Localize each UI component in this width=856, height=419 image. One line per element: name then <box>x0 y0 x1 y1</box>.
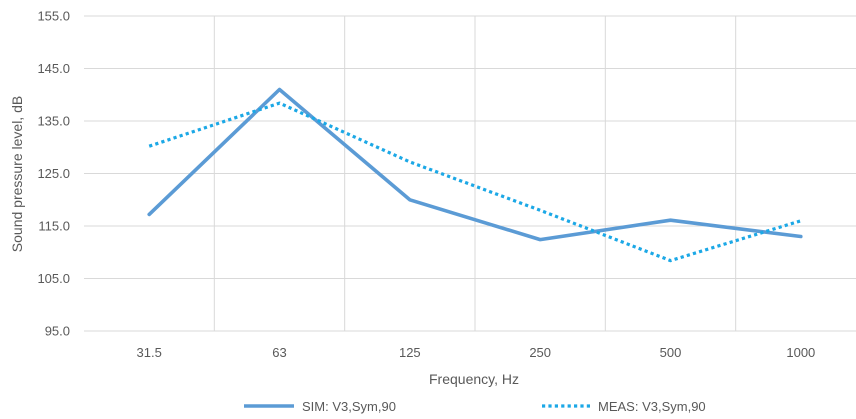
y-tick-label: 155.0 <box>37 9 70 24</box>
y-tick-label: 115.0 <box>38 219 70 234</box>
y-tick-labels: 95.0 105.0 115.0 125.0 135.0 145.0 155.0 <box>37 9 70 339</box>
x-tick-label: 250 <box>529 345 551 360</box>
y-axis-title: Sound pressure level, dB <box>9 96 25 252</box>
x-tick-labels: 31.5 63 125 250 500 1000 <box>137 345 816 360</box>
grid-lines <box>84 15 856 332</box>
x-tick-label: 500 <box>660 345 682 360</box>
x-axis-title: Frequency, Hz <box>429 371 519 387</box>
legend: SIM: V3,Sym,90 MEAS: V3,Sym,90 <box>244 399 706 414</box>
x-tick-label: 1000 <box>786 345 815 360</box>
y-tick-label: 125.0 <box>37 166 70 181</box>
series-line-sim <box>147 87 803 242</box>
y-tick-label: 95.0 <box>45 324 70 339</box>
x-tick-label: 125 <box>399 345 421 360</box>
y-tick-label: 145.0 <box>37 61 70 76</box>
y-tick-label: 135.0 <box>37 114 70 129</box>
y-tick-label: 105.0 <box>37 271 70 286</box>
series-lines <box>147 87 803 263</box>
legend-label: MEAS: V3,Sym,90 <box>598 399 706 414</box>
x-tick-label: 63 <box>272 345 286 360</box>
x-tick-label: 31.5 <box>137 345 162 360</box>
legend-label: SIM: V3,Sym,90 <box>302 399 396 414</box>
